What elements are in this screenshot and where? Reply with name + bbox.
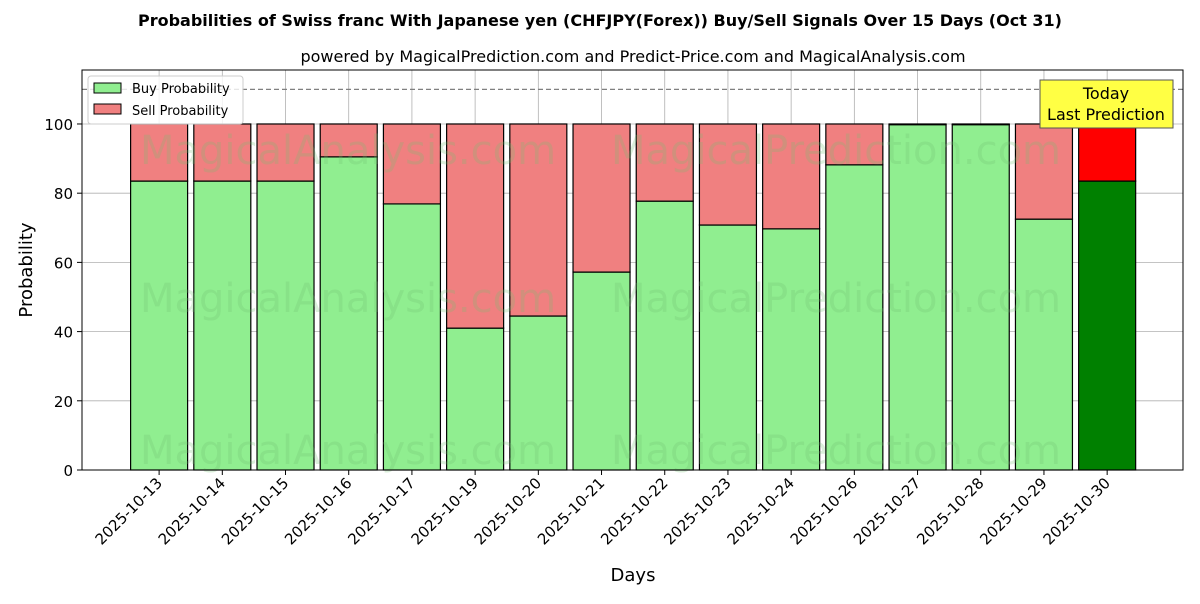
x-tick-label: 2025-10-17 xyxy=(344,474,418,548)
legend-swatch-buy xyxy=(93,82,122,94)
bar-buy xyxy=(635,200,694,471)
x-tick-label: 2025-10-19 xyxy=(408,474,482,548)
x-tick-label: 2025-10-24 xyxy=(724,474,798,548)
y-tick-label: 20 xyxy=(54,393,73,411)
watermark: MagicalAnalysis.com xyxy=(140,128,556,174)
bar-buy xyxy=(762,228,821,471)
y-axis: 0 20 40 60 80 100 xyxy=(44,116,82,480)
bar-buy xyxy=(698,224,758,471)
bar-buy xyxy=(193,180,252,471)
x-tick-label: 2025-10-30 xyxy=(1040,474,1114,548)
chart-subtitle: powered by MagicalPrediction.com and Pre… xyxy=(300,47,965,66)
x-axis: 2025-10-132025-10-142025-10-152025-10-16… xyxy=(92,470,1114,548)
watermark: MagicalAnalysis.com xyxy=(140,276,556,322)
plot-frame xyxy=(81,69,1184,471)
watermark: MagicalPrediction.com xyxy=(611,276,1061,322)
legend-label-sell: Sell Probability xyxy=(132,104,229,119)
bar-buy xyxy=(572,271,631,471)
x-tick-label: 2025-10-14 xyxy=(155,474,229,548)
y-tick-label: 60 xyxy=(54,254,73,272)
x-axis-label: Days xyxy=(611,565,656,586)
annotation-line-1: Today xyxy=(1082,84,1129,103)
watermark: MagicalPrediction.com xyxy=(611,428,1061,474)
bar-buy xyxy=(825,164,884,471)
bar-sell xyxy=(1078,123,1137,182)
bar-buy xyxy=(319,156,378,471)
watermark: MagicalPrediction.com xyxy=(611,128,1061,174)
today-annotation: Today Last Prediction xyxy=(1039,79,1174,129)
annotation-line-2: Last Prediction xyxy=(1047,105,1165,124)
bar-buy xyxy=(256,180,315,471)
y-axis-label: Probability xyxy=(16,222,37,317)
x-tick-label: 2025-10-26 xyxy=(787,474,861,548)
x-tick-label: 2025-10-29 xyxy=(976,474,1050,548)
x-tick-label: 2025-10-16 xyxy=(281,474,355,548)
x-tick-label: 2025-10-21 xyxy=(534,474,608,548)
bar-sell xyxy=(762,123,821,230)
bar-buy xyxy=(446,327,505,471)
x-tick-label: 2025-10-15 xyxy=(218,474,292,548)
y-tick-label: 0 xyxy=(63,462,73,480)
bar-sell xyxy=(951,123,1010,126)
bar-sell xyxy=(635,123,694,202)
chart-title: Probabilities of Swiss franc With Japane… xyxy=(138,11,1062,30)
x-tick-label: 2025-10-28 xyxy=(913,474,987,548)
bar-sell xyxy=(572,123,631,273)
bar-sell xyxy=(698,123,758,226)
y-tick-label: 80 xyxy=(54,185,73,203)
x-tick-label: 2025-10-23 xyxy=(660,474,734,548)
x-tick-label: 2025-10-20 xyxy=(471,474,545,548)
bar-buy xyxy=(130,180,189,471)
x-tick-label: 2025-10-22 xyxy=(597,474,671,548)
y-tick-label: 40 xyxy=(54,324,73,342)
bar-sell xyxy=(382,123,442,205)
legend-label-buy: Buy Probability xyxy=(132,82,230,97)
bar-sell xyxy=(446,123,505,329)
bar-buy xyxy=(888,124,947,471)
bar-sell xyxy=(888,123,947,126)
bar-buy xyxy=(951,124,1010,471)
bars xyxy=(130,123,1137,471)
bar-buy xyxy=(509,315,568,471)
watermark: MagicalAnalysis.com xyxy=(140,428,556,474)
x-tick-label: 2025-10-27 xyxy=(850,474,924,548)
bar-sell xyxy=(256,123,315,182)
bar-sell xyxy=(825,123,884,166)
legend-swatch-sell xyxy=(93,103,122,115)
watermarks: MagicalAnalysis.com MagicalPrediction.com… xyxy=(140,128,1061,474)
x-tick-label: 2025-10-13 xyxy=(92,474,166,548)
bar-buy xyxy=(1078,180,1137,471)
bar-sell xyxy=(509,123,568,317)
y-tick-label: 100 xyxy=(44,116,73,134)
bar-buy xyxy=(382,203,442,471)
bar-sell xyxy=(319,123,378,158)
legend: Buy Probability Sell Probability xyxy=(87,75,244,125)
